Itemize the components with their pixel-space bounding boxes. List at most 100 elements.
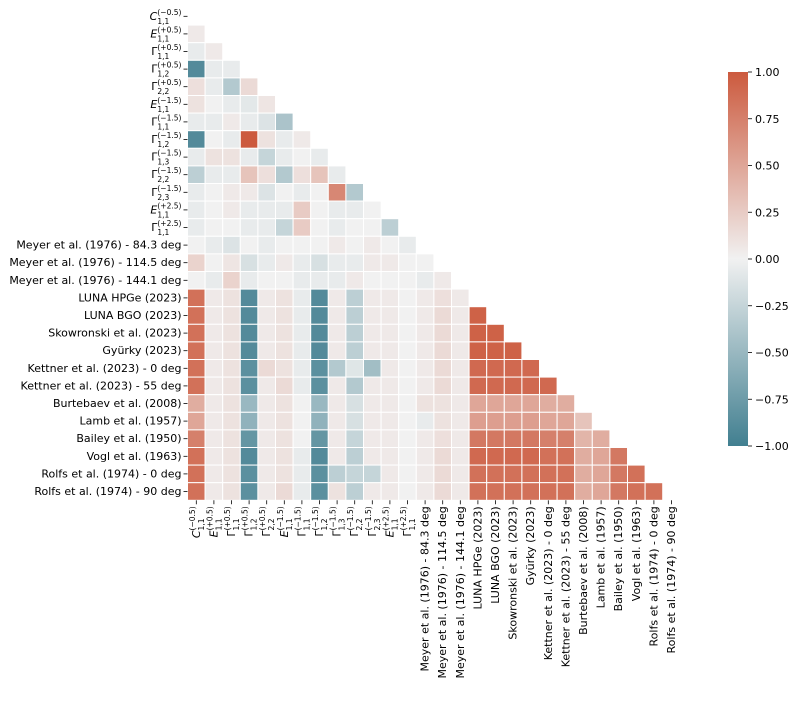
heatmap-cell: [486, 429, 505, 448]
tick-label-symbol: Γ: [366, 530, 379, 537]
heatmap-cell: [433, 464, 452, 484]
heatmap-cell: [239, 411, 259, 431]
heatmap-cell: [292, 183, 312, 202]
heatmap-cell: [451, 394, 470, 413]
heatmap-cell: [415, 482, 435, 501]
svg-text:Gyürky (2023): Gyürky (2023): [524, 506, 537, 585]
heatmap-cell: [204, 130, 224, 149]
heatmap-cell: [222, 359, 241, 378]
heatmap-cell: [345, 323, 364, 343]
y-tick-label: LUNA BGO (2023): [84, 309, 182, 322]
heatmap-cell: [257, 95, 276, 114]
heatmap-cell: [239, 359, 259, 378]
heatmap-cell: [398, 271, 417, 290]
svg-text:Meyer et al. (1976) - 144.1 de: Meyer et al. (1976) - 144.1 deg: [9, 274, 181, 287]
heatmap-cell: [187, 323, 206, 343]
heatmap-cell: [257, 306, 276, 325]
y-tick-label: Γ(−1.5) 2,2: [151, 166, 181, 184]
tick-label-subscript: 1,1: [232, 518, 241, 530]
heatmap-cell: [363, 200, 382, 220]
heatmap-cell: [415, 323, 435, 343]
heatmap-cell: [187, 464, 206, 484]
colorbar-tick-label: −0.75: [755, 393, 789, 406]
heatmap-cell: [204, 112, 224, 132]
heatmap-cell: [327, 394, 347, 413]
heatmap-cell: [609, 482, 629, 501]
heatmap-cell: [415, 429, 435, 448]
tick-label-superscript: (−1.5): [364, 506, 373, 530]
svg-text:Γ(+0.5)1,1: Γ(+0.5)1,1: [151, 43, 181, 61]
y-tick-label: Meyer et al. (1976) - 114.5 deg: [9, 256, 181, 269]
heatmap-cell: [310, 218, 329, 237]
svg-text:Γ(+2.5)1,1: Γ(+2.5)1,1: [399, 506, 417, 536]
heatmap-cell: [644, 482, 664, 501]
tick-label-symbol: Γ: [151, 186, 158, 199]
heatmap-cell: [327, 253, 347, 272]
heatmap-cell: [239, 447, 259, 466]
tick-label-subscript: 1,1: [302, 518, 311, 530]
tick-label-subscript: 1,1: [157, 34, 169, 43]
heatmap-cell: [257, 323, 276, 343]
heatmap-cell: [345, 447, 364, 466]
heatmap-cell: [292, 253, 312, 272]
x-tick-label: E(−1.5)1,1: [276, 506, 294, 537]
heatmap-cell: [239, 147, 259, 167]
colorbar: 1.00 0.75 0.50 0.25 0.00 −0.25 −0.50 −0.75 −1.00: [728, 66, 789, 453]
heatmap-cell: [521, 394, 541, 413]
svg-text:Burtebaev et al. (2008): Burtebaev et al. (2008): [53, 397, 182, 410]
heatmap-cell: [415, 271, 435, 290]
heatmap-cell: [204, 482, 224, 501]
heatmap-cell: [204, 323, 224, 343]
y-tick-label: Vogl et al. (1963): [87, 450, 182, 463]
heatmap-cell: [345, 271, 364, 290]
x-tick-label: Burtebaev et al. (2008): [577, 506, 590, 635]
heatmap-cell: [363, 464, 382, 484]
heatmap-cell: [433, 341, 452, 360]
heatmap-cell: [415, 306, 435, 325]
y-tick-label: Γ(+2.5) 1,1: [151, 219, 181, 237]
heatmap-cell: [398, 323, 417, 343]
heatmap-cell: [363, 235, 382, 255]
heatmap-cell: [327, 165, 347, 184]
heatmap-cell: [239, 218, 259, 237]
x-tick-label: Meyer et al. (1976) - 114.5 deg: [436, 506, 449, 678]
heatmap-cell: [486, 482, 505, 501]
tick-label-subscript: 1,1: [408, 518, 417, 530]
heatmap-cell: [222, 411, 241, 431]
heatmap-cell: [204, 376, 224, 396]
heatmap-cell: [187, 429, 206, 448]
heatmap-cell: [486, 464, 505, 484]
heatmap-cell: [433, 394, 452, 413]
svg-text:LUNA HPGe (2023): LUNA HPGe (2023): [471, 506, 484, 609]
tick-label-symbol: E: [207, 530, 220, 537]
heatmap-cell: [222, 147, 241, 167]
heatmap-cell: [310, 464, 329, 484]
heatmap-cell: [187, 411, 206, 431]
tick-label-superscript: (−1.5): [157, 184, 181, 193]
tick-label-symbol: Γ: [295, 530, 308, 537]
heatmap-cell: [556, 482, 576, 501]
tick-label-subscript: 2,2: [157, 87, 169, 96]
heatmap-cell: [327, 218, 347, 237]
tick-label-symbol: E: [278, 530, 291, 537]
heatmap-cell: [380, 271, 400, 290]
heatmap-cell: [239, 341, 259, 360]
heatmap-cell: [239, 112, 259, 132]
heatmap-cell: [433, 482, 452, 501]
svg-text:Γ(−1.5)1,2: Γ(−1.5)1,2: [151, 131, 181, 149]
heatmap-cell: [574, 411, 593, 431]
heatmap-cell: [468, 306, 488, 325]
heatmap-cell: [239, 394, 259, 413]
heatmap-cell: [398, 306, 417, 325]
heatmap-cell: [468, 394, 488, 413]
heatmap-cell: [327, 235, 347, 255]
svg-text:Γ(+2.5)1,1: Γ(+2.5)1,1: [151, 219, 181, 237]
heatmap-cell: [275, 394, 294, 413]
svg-text:Γ(−1.5)2,2: Γ(−1.5)2,2: [151, 166, 181, 184]
svg-text:Kettner et al. (2023) - 0 deg: Kettner et al. (2023) - 0 deg: [542, 506, 555, 660]
heatmap-cell: [310, 376, 329, 396]
heatmap-cell: [204, 341, 224, 360]
heatmap-cell: [187, 147, 206, 167]
tick-label-symbol: Γ: [401, 530, 414, 537]
